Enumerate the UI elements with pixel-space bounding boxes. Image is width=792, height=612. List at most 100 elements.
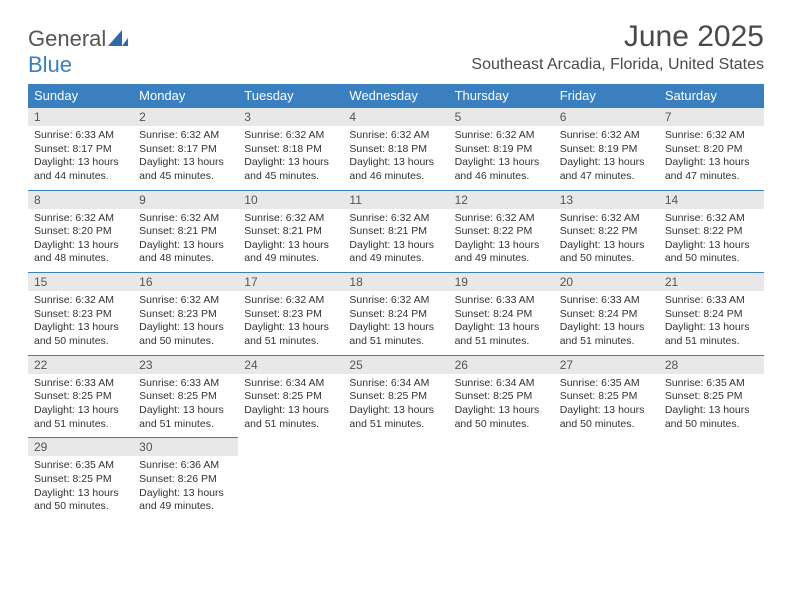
sunrise-text: Sunrise: 6:33 AM bbox=[139, 377, 232, 391]
day-number: 16 bbox=[133, 273, 238, 291]
day-body: Sunrise: 6:32 AMSunset: 8:22 PMDaylight:… bbox=[449, 209, 554, 273]
day-body: Sunrise: 6:33 AMSunset: 8:25 PMDaylight:… bbox=[28, 374, 133, 438]
calendar-day-cell: 13Sunrise: 6:32 AMSunset: 8:22 PMDayligh… bbox=[554, 190, 659, 273]
daylight-text: Daylight: 13 hours and 51 minutes. bbox=[455, 321, 548, 348]
sunset-text: Sunset: 8:21 PM bbox=[349, 225, 442, 239]
daylight-text: Daylight: 13 hours and 50 minutes. bbox=[139, 321, 232, 348]
sunset-text: Sunset: 8:25 PM bbox=[34, 390, 127, 404]
sunrise-text: Sunrise: 6:32 AM bbox=[455, 212, 548, 226]
day-number: 5 bbox=[449, 108, 554, 126]
daylight-text: Daylight: 13 hours and 48 minutes. bbox=[34, 239, 127, 266]
sunrise-text: Sunrise: 6:32 AM bbox=[244, 129, 337, 143]
calendar-week-row: 1Sunrise: 6:33 AMSunset: 8:17 PMDaylight… bbox=[28, 108, 764, 191]
daylight-text: Daylight: 13 hours and 50 minutes. bbox=[34, 321, 127, 348]
sunrise-text: Sunrise: 6:32 AM bbox=[244, 294, 337, 308]
day-body: Sunrise: 6:35 AMSunset: 8:25 PMDaylight:… bbox=[554, 374, 659, 438]
daylight-text: Daylight: 13 hours and 46 minutes. bbox=[455, 156, 548, 183]
calendar-day-cell: 15Sunrise: 6:32 AMSunset: 8:23 PMDayligh… bbox=[28, 273, 133, 356]
sunrise-text: Sunrise: 6:33 AM bbox=[455, 294, 548, 308]
day-body: Sunrise: 6:32 AMSunset: 8:18 PMDaylight:… bbox=[238, 126, 343, 190]
calendar-day-cell: 16Sunrise: 6:32 AMSunset: 8:23 PMDayligh… bbox=[133, 273, 238, 356]
day-number: 19 bbox=[449, 273, 554, 291]
sunrise-text: Sunrise: 6:32 AM bbox=[349, 294, 442, 308]
day-number: 6 bbox=[554, 108, 659, 126]
weekday-header: Sunday bbox=[28, 84, 133, 108]
sunrise-text: Sunrise: 6:33 AM bbox=[560, 294, 653, 308]
day-number: 14 bbox=[659, 191, 764, 209]
daylight-text: Daylight: 13 hours and 51 minutes. bbox=[560, 321, 653, 348]
day-number: 2 bbox=[133, 108, 238, 126]
day-number: 17 bbox=[238, 273, 343, 291]
sunrise-text: Sunrise: 6:32 AM bbox=[34, 212, 127, 226]
day-number: 13 bbox=[554, 191, 659, 209]
sunset-text: Sunset: 8:17 PM bbox=[34, 143, 127, 157]
sunrise-text: Sunrise: 6:32 AM bbox=[349, 129, 442, 143]
calendar-day-cell: 9Sunrise: 6:32 AMSunset: 8:21 PMDaylight… bbox=[133, 190, 238, 273]
day-body: Sunrise: 6:32 AMSunset: 8:20 PMDaylight:… bbox=[659, 126, 764, 190]
sunrise-text: Sunrise: 6:35 AM bbox=[560, 377, 653, 391]
day-number: 10 bbox=[238, 191, 343, 209]
calendar-day-cell: 28Sunrise: 6:35 AMSunset: 8:25 PMDayligh… bbox=[659, 355, 764, 438]
sunset-text: Sunset: 8:24 PM bbox=[455, 308, 548, 322]
sunrise-text: Sunrise: 6:35 AM bbox=[665, 377, 758, 391]
day-number: 29 bbox=[28, 438, 133, 456]
daylight-text: Daylight: 13 hours and 48 minutes. bbox=[139, 239, 232, 266]
calendar-day-cell: 3Sunrise: 6:32 AMSunset: 8:18 PMDaylight… bbox=[238, 108, 343, 191]
day-number: 24 bbox=[238, 356, 343, 374]
calendar-body: 1Sunrise: 6:33 AMSunset: 8:17 PMDaylight… bbox=[28, 108, 764, 520]
daylight-text: Daylight: 13 hours and 51 minutes. bbox=[244, 321, 337, 348]
day-body: Sunrise: 6:33 AMSunset: 8:24 PMDaylight:… bbox=[554, 291, 659, 355]
sunset-text: Sunset: 8:23 PM bbox=[139, 308, 232, 322]
calendar-day-cell: 22Sunrise: 6:33 AMSunset: 8:25 PMDayligh… bbox=[28, 355, 133, 438]
calendar-day-cell: 14Sunrise: 6:32 AMSunset: 8:22 PMDayligh… bbox=[659, 190, 764, 273]
logo-word-general: General bbox=[28, 26, 106, 51]
sunset-text: Sunset: 8:18 PM bbox=[349, 143, 442, 157]
calendar-day-cell: 19 Sunrise: 6:33 AMSunset: 8:24 PMDayligh… bbox=[449, 273, 554, 356]
sunset-text: Sunset: 8:22 PM bbox=[455, 225, 548, 239]
calendar-week-row: 22Sunrise: 6:33 AMSunset: 8:25 PMDayligh… bbox=[28, 355, 764, 438]
calendar-day-cell: 11Sunrise: 6:32 AMSunset: 8:21 PMDayligh… bbox=[343, 190, 448, 273]
calendar-day-cell: 7Sunrise: 6:32 AMSunset: 8:20 PMDaylight… bbox=[659, 108, 764, 191]
calendar-day-cell: 26Sunrise: 6:34 AMSunset: 8:25 PMDayligh… bbox=[449, 355, 554, 438]
calendar-day-cell: 25Sunrise: 6:34 AMSunset: 8:25 PMDayligh… bbox=[343, 355, 448, 438]
daylight-text: Daylight: 13 hours and 51 minutes. bbox=[34, 404, 127, 431]
month-title: June 2025 bbox=[471, 20, 764, 54]
daylight-text: Daylight: 13 hours and 50 minutes. bbox=[665, 239, 758, 266]
logo-text: General Blue bbox=[28, 26, 128, 78]
day-number: 25 bbox=[343, 356, 448, 374]
day-body: Sunrise: 6:32 AMSunset: 8:23 PMDaylight:… bbox=[238, 291, 343, 355]
calendar-day-cell bbox=[554, 438, 659, 520]
sunset-text: Sunset: 8:20 PM bbox=[34, 225, 127, 239]
daylight-text: Daylight: 13 hours and 49 minutes. bbox=[244, 239, 337, 266]
day-body: Sunrise: 6:35 AMSunset: 8:25 PMDaylight:… bbox=[28, 456, 133, 520]
logo: General Blue bbox=[28, 20, 128, 78]
day-number: 4 bbox=[343, 108, 448, 126]
calendar-day-cell: 5Sunrise: 6:32 AMSunset: 8:19 PMDaylight… bbox=[449, 108, 554, 191]
day-number: 27 bbox=[554, 356, 659, 374]
day-number: 23 bbox=[133, 356, 238, 374]
daylight-text: Daylight: 13 hours and 50 minutes. bbox=[665, 404, 758, 431]
calendar-table: Sunday Monday Tuesday Wednesday Thursday… bbox=[28, 84, 764, 520]
sunrise-text: Sunrise: 6:32 AM bbox=[665, 129, 758, 143]
daylight-text: Daylight: 13 hours and 51 minutes. bbox=[139, 404, 232, 431]
calendar-day-cell: 8Sunrise: 6:32 AMSunset: 8:20 PMDaylight… bbox=[28, 190, 133, 273]
day-number: 22 bbox=[28, 356, 133, 374]
day-number: 18 bbox=[343, 273, 448, 291]
sunset-text: Sunset: 8:26 PM bbox=[139, 473, 232, 487]
calendar-header-row: Sunday Monday Tuesday Wednesday Thursday… bbox=[28, 84, 764, 108]
day-body: Sunrise: 6:32 AMSunset: 8:23 PMDaylight:… bbox=[133, 291, 238, 355]
sunset-text: Sunset: 8:25 PM bbox=[455, 390, 548, 404]
sunrise-text: Sunrise: 6:33 AM bbox=[34, 377, 127, 391]
daylight-text: Daylight: 13 hours and 50 minutes. bbox=[34, 487, 127, 514]
sunrise-text: Sunrise: 6:33 AM bbox=[34, 129, 127, 143]
header: General Blue June 2025 Southeast Arcadia… bbox=[28, 20, 764, 78]
daylight-text: Daylight: 13 hours and 45 minutes. bbox=[244, 156, 337, 183]
calendar-day-cell: 30Sunrise: 6:36 AMSunset: 8:26 PMDayligh… bbox=[133, 438, 238, 520]
daylight-text: Daylight: 13 hours and 50 minutes. bbox=[560, 239, 653, 266]
sunset-text: Sunset: 8:22 PM bbox=[665, 225, 758, 239]
daylight-text: Daylight: 13 hours and 47 minutes. bbox=[665, 156, 758, 183]
calendar-day-cell: 17Sunrise: 6:32 AMSunset: 8:23 PMDayligh… bbox=[238, 273, 343, 356]
weekday-header: Monday bbox=[133, 84, 238, 108]
day-body: Sunrise: 6:32 AMSunset: 8:19 PMDaylight:… bbox=[449, 126, 554, 190]
sunrise-text: Sunrise: 6:34 AM bbox=[455, 377, 548, 391]
